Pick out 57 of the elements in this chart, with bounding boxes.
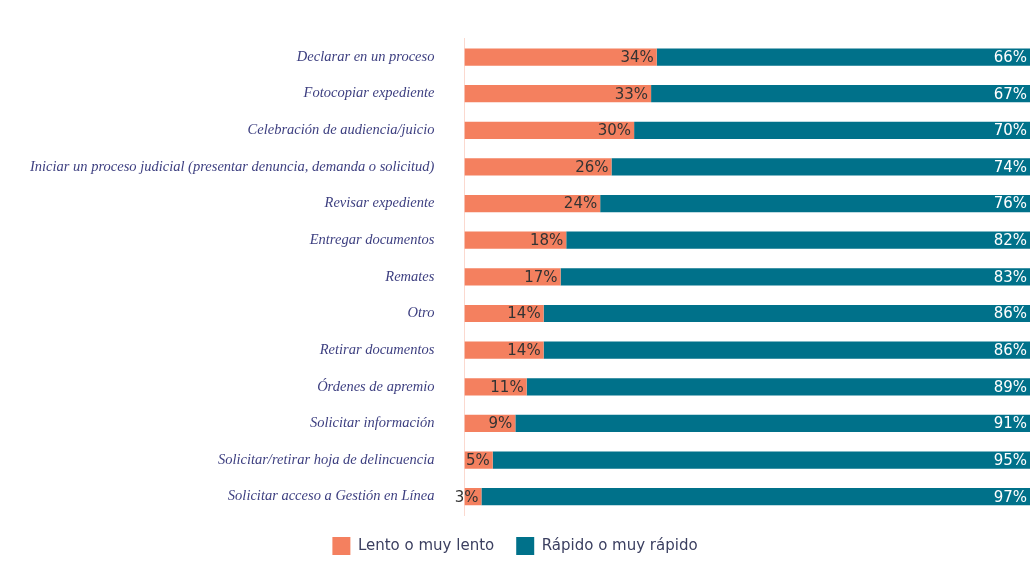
- data-label: 86%: [993, 304, 1027, 323]
- bar: [651, 85, 1030, 103]
- y-tick-label: Órdenes de apremio: [317, 377, 435, 394]
- data-label: 14%: [507, 341, 541, 360]
- data-label: 97%: [993, 487, 1027, 506]
- data-label: 18%: [529, 231, 564, 250]
- bar: [600, 194, 1030, 213]
- data-label: 91%: [993, 414, 1027, 433]
- data-label: 89%: [993, 377, 1027, 396]
- y-tick-label: Otro: [407, 304, 435, 321]
- data-label: 74%: [993, 157, 1027, 176]
- data-label: 67%: [993, 84, 1027, 103]
- data-label: 34%: [620, 47, 654, 66]
- y-tick-label: Revisar expediente: [323, 194, 436, 211]
- data-label: 76%: [993, 194, 1027, 213]
- data-label: 70%: [993, 121, 1027, 140]
- y-tick-label: Fotocopiar expediente: [302, 84, 436, 101]
- data-label: 95%: [993, 450, 1027, 469]
- y-tick-label: Solicitar acceso a Gestión en Línea: [227, 487, 435, 504]
- data-label: 82%: [993, 231, 1027, 250]
- bar: [566, 231, 1030, 249]
- data-label: 9%: [488, 414, 513, 433]
- bar: [611, 158, 1030, 176]
- bar: [515, 414, 1030, 433]
- y-tick-label: Retirar documentos: [318, 340, 435, 357]
- data-label: 33%: [614, 84, 649, 103]
- y-tick-label: Entregar documentos: [308, 231, 435, 248]
- bar: [543, 304, 1030, 323]
- legend-label: Lento o muy lento: [357, 535, 495, 554]
- data-label: 24%: [563, 194, 598, 213]
- data-label: 86%: [993, 341, 1027, 360]
- bar: [464, 48, 657, 66]
- data-label: 11%: [490, 377, 524, 396]
- y-tick-label: Solicitar información: [309, 414, 435, 431]
- y-tick-label: Remates: [384, 267, 435, 284]
- data-label: 5%: [465, 450, 490, 469]
- bar: [543, 341, 1030, 359]
- data-label: 66%: [993, 47, 1027, 66]
- bar: [492, 451, 1030, 469]
- y-tick-label: Solicitar/retirar hoja de delincuencia: [217, 450, 435, 467]
- data-label: 30%: [597, 121, 632, 140]
- data-label: 26%: [575, 157, 609, 176]
- data-label: 83%: [993, 267, 1027, 286]
- bar: [464, 85, 652, 103]
- data-label: 17%: [524, 267, 558, 286]
- y-tick-label: Celebración de audiencia/juicio: [247, 121, 435, 138]
- bar: [634, 121, 1030, 139]
- bar: [464, 158, 612, 176]
- bar: [464, 121, 635, 139]
- bar: [656, 48, 1030, 66]
- bar: [560, 268, 1030, 286]
- y-tick-label: Iniciar un proceso judicial (presentar denuncia, demanda o solicitud): [28, 157, 435, 175]
- data-label: 14%: [507, 304, 541, 323]
- bar: [526, 378, 1030, 396]
- legend-label: Rápido o muy rápido: [541, 535, 698, 554]
- bar: [481, 488, 1030, 506]
- y-tick-label: Declarar en un proceso: [295, 47, 435, 64]
